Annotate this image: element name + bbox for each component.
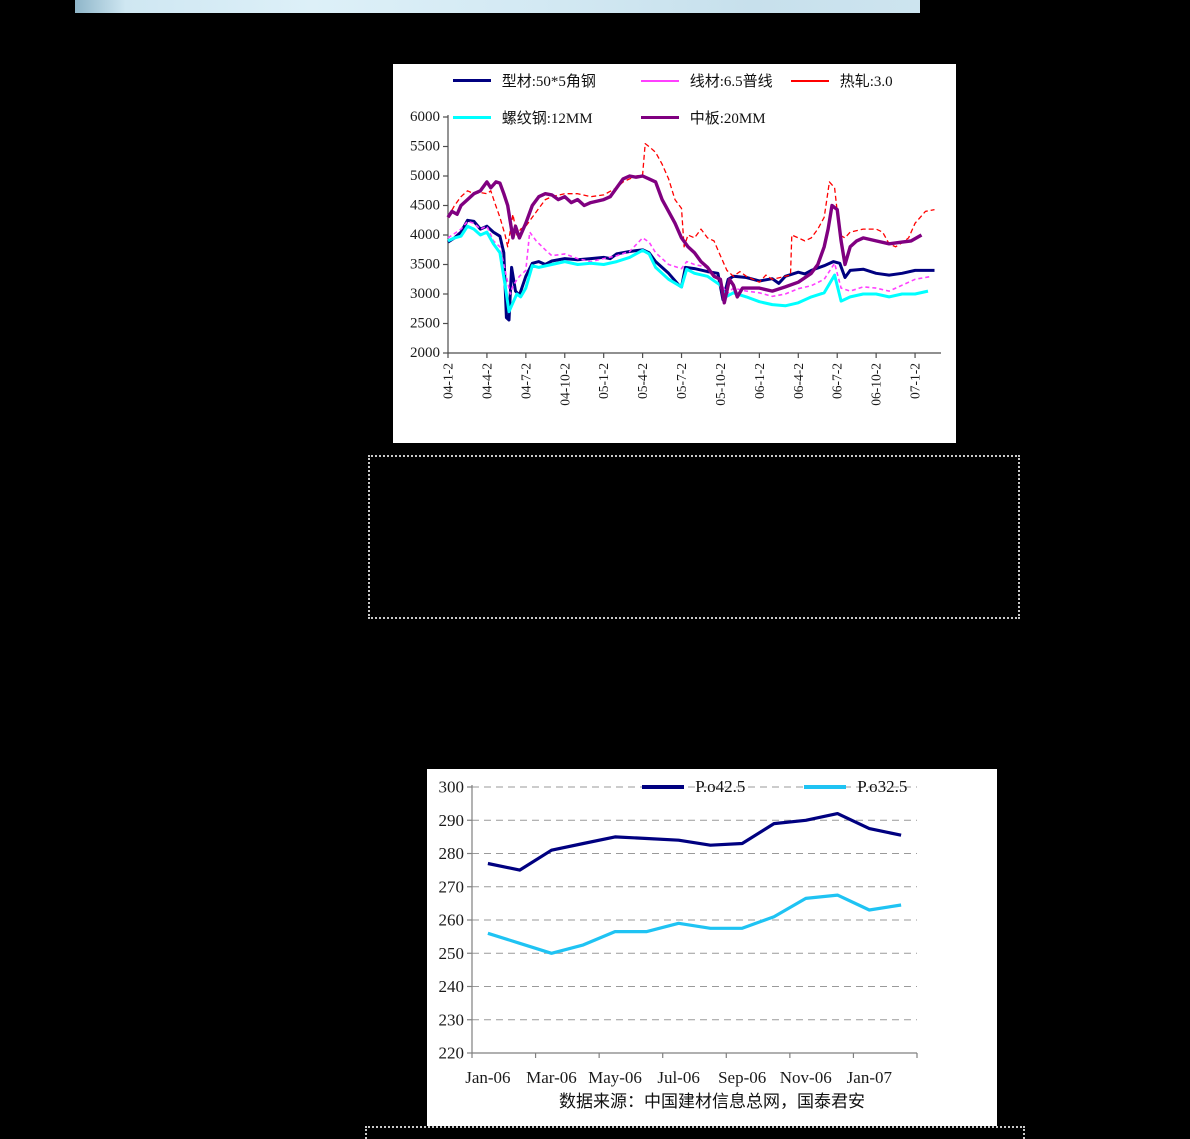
svg-text:Jan-07: Jan-07 — [847, 1068, 893, 1087]
line-swatch-icon — [804, 785, 846, 790]
svg-text:05-4-2: 05-4-2 — [635, 363, 650, 399]
legend-item-xingcai: 型材:50*5角钢 — [453, 70, 596, 91]
legend-item-luowengang: 螺纹钢:12MM — [453, 107, 593, 128]
svg-text:06-4-2: 06-4-2 — [791, 363, 806, 399]
empty-dotted-frame — [368, 455, 1020, 619]
svg-text:3000: 3000 — [410, 286, 440, 302]
svg-text:230: 230 — [439, 1010, 465, 1029]
svg-text:4000: 4000 — [410, 227, 440, 243]
cement-price-line-chart: 220 230 240 250 260 270 280 290 300 Jan-06 Mar-06 M… — [439, 778, 918, 1087]
svg-text:04-10-2: 04-10-2 — [557, 363, 572, 406]
legend-label: 螺纹钢:12MM — [501, 111, 593, 127]
legend-label: 线材:6.5普线 — [689, 74, 773, 90]
legend-label: P.o32.5 — [857, 777, 908, 797]
cement-price-chart-panel: 220 230 240 250 260 270 280 290 300 Jan-06 Mar-06 M… — [427, 769, 997, 1126]
bottom-dotted-frame — [365, 1126, 1025, 1139]
svg-text:04-7-2: 04-7-2 — [518, 363, 533, 399]
svg-text:05-7-2: 05-7-2 — [674, 363, 689, 399]
line-swatch-icon — [791, 79, 829, 82]
svg-text:2000: 2000 — [410, 345, 440, 361]
legend-item-rezha: 热轧:3.0 — [791, 70, 893, 91]
steel-price-chart-panel: 2000 2500 3000 3500 4000 4500 5000 5500 6000 04-1… — [393, 64, 956, 443]
svg-text:270: 270 — [439, 877, 465, 896]
legend-item-po425: P.o42.5 — [642, 776, 745, 797]
svg-text:5500: 5500 — [410, 139, 440, 155]
svg-text:250: 250 — [439, 944, 465, 963]
svg-text:Jul-06: Jul-06 — [657, 1068, 700, 1087]
svg-text:300: 300 — [439, 778, 465, 797]
line-swatch-icon — [641, 79, 679, 82]
line-swatch-icon — [642, 785, 684, 790]
svg-text:290: 290 — [439, 811, 465, 830]
legend-label: 型材:50*5角钢 — [501, 74, 596, 90]
legend-label: P.o42.5 — [695, 777, 746, 797]
svg-text:07-1-2: 07-1-2 — [908, 363, 923, 399]
svg-text:06-7-2: 06-7-2 — [830, 363, 845, 399]
svg-text:220: 220 — [439, 1044, 465, 1063]
svg-text:05-10-2: 05-10-2 — [713, 363, 728, 406]
legend-item-xiancai: 线材:6.5普线 — [641, 70, 773, 91]
svg-text:05-1-2: 05-1-2 — [596, 363, 611, 399]
svg-text:2500: 2500 — [410, 316, 440, 332]
line-swatch-icon — [453, 79, 491, 82]
svg-text:6000: 6000 — [410, 109, 440, 125]
legend-label: 中板:20MM — [689, 111, 766, 127]
svg-text:Mar-06: Mar-06 — [526, 1068, 577, 1087]
svg-text:May-06: May-06 — [588, 1068, 642, 1087]
svg-text:260: 260 — [439, 911, 465, 930]
svg-text:06-10-2: 06-10-2 — [869, 363, 884, 406]
data-source-note: 数据来源：中国建材信息总网，国泰君安 — [559, 1092, 865, 1111]
svg-text:04-1-2: 04-1-2 — [441, 363, 456, 399]
svg-text:4500: 4500 — [410, 198, 440, 214]
svg-text:04-4-2: 04-4-2 — [479, 363, 494, 399]
svg-text:3500: 3500 — [410, 257, 440, 273]
svg-text:Nov-06: Nov-06 — [780, 1068, 832, 1087]
legend-item-zhongban: 中板:20MM — [641, 107, 766, 128]
svg-text:06-1-2: 06-1-2 — [752, 363, 767, 399]
line-swatch-icon — [641, 116, 679, 119]
svg-text:240: 240 — [439, 977, 465, 996]
svg-text:280: 280 — [439, 844, 465, 863]
page-header-strip — [75, 0, 920, 13]
svg-text:Sep-06: Sep-06 — [718, 1068, 766, 1087]
line-swatch-icon — [453, 116, 491, 119]
legend-item-po325: P.o32.5 — [804, 776, 907, 797]
svg-text:5000: 5000 — [410, 168, 440, 184]
svg-text:Jan-06: Jan-06 — [465, 1068, 510, 1087]
legend-label: 热轧:3.0 — [839, 74, 893, 90]
steel-price-line-chart: 2000 2500 3000 3500 4000 4500 5000 5500 6000 04-1… — [410, 109, 941, 406]
